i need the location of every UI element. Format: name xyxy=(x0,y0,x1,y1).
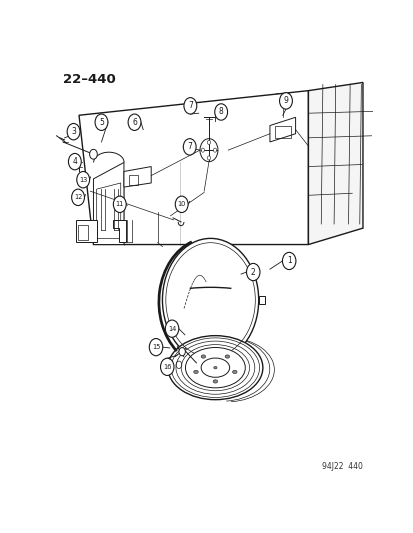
Circle shape xyxy=(207,140,210,144)
Ellipse shape xyxy=(181,345,249,391)
Circle shape xyxy=(175,196,188,213)
Polygon shape xyxy=(79,91,308,245)
Text: 11: 11 xyxy=(115,201,123,207)
Polygon shape xyxy=(96,183,121,238)
Text: 22–440: 22–440 xyxy=(63,73,116,86)
Text: 3: 3 xyxy=(71,127,76,136)
Circle shape xyxy=(113,196,126,213)
Circle shape xyxy=(95,114,108,131)
Circle shape xyxy=(279,93,292,109)
Text: 16: 16 xyxy=(163,364,171,370)
Circle shape xyxy=(83,174,88,180)
Polygon shape xyxy=(269,117,295,142)
Text: 4: 4 xyxy=(72,157,77,166)
Text: 2: 2 xyxy=(250,268,255,277)
Polygon shape xyxy=(93,163,123,245)
Circle shape xyxy=(160,358,173,375)
Ellipse shape xyxy=(168,336,262,400)
Circle shape xyxy=(71,189,84,206)
Ellipse shape xyxy=(213,380,217,383)
Circle shape xyxy=(178,348,185,356)
Text: 7: 7 xyxy=(187,142,192,151)
Circle shape xyxy=(214,104,227,120)
Polygon shape xyxy=(258,296,264,304)
Text: 12: 12 xyxy=(74,195,82,200)
Ellipse shape xyxy=(171,338,259,398)
Text: 9: 9 xyxy=(283,96,288,106)
Circle shape xyxy=(207,156,210,160)
Text: 14: 14 xyxy=(168,326,176,332)
Text: 13: 13 xyxy=(79,177,87,183)
Text: 10: 10 xyxy=(177,201,185,207)
Ellipse shape xyxy=(193,370,198,374)
Ellipse shape xyxy=(201,355,205,358)
Circle shape xyxy=(213,148,216,152)
Circle shape xyxy=(149,338,162,356)
Circle shape xyxy=(183,139,196,155)
Text: 1: 1 xyxy=(286,256,291,265)
Circle shape xyxy=(246,263,259,281)
Polygon shape xyxy=(112,220,125,243)
Circle shape xyxy=(128,114,140,131)
Circle shape xyxy=(201,148,204,152)
Bar xyxy=(128,175,138,185)
Text: 5: 5 xyxy=(99,118,104,127)
Circle shape xyxy=(162,238,258,361)
Polygon shape xyxy=(123,166,151,187)
Ellipse shape xyxy=(201,358,229,377)
Circle shape xyxy=(89,149,97,159)
Text: 7: 7 xyxy=(188,101,192,110)
Circle shape xyxy=(68,154,81,170)
Ellipse shape xyxy=(185,348,245,388)
Ellipse shape xyxy=(232,370,237,374)
Circle shape xyxy=(76,172,89,188)
Polygon shape xyxy=(308,83,362,245)
Text: 6: 6 xyxy=(132,118,137,127)
Circle shape xyxy=(183,98,196,114)
Circle shape xyxy=(282,252,295,270)
Bar xyxy=(76,220,96,243)
Text: 15: 15 xyxy=(152,344,160,350)
Bar xyxy=(274,126,290,138)
Text: 8: 8 xyxy=(218,108,223,117)
Circle shape xyxy=(67,124,80,140)
Bar xyxy=(78,225,88,240)
Ellipse shape xyxy=(225,355,229,358)
Text: 94J22  440: 94J22 440 xyxy=(321,462,362,471)
Circle shape xyxy=(165,320,178,337)
Ellipse shape xyxy=(213,366,216,369)
Ellipse shape xyxy=(176,341,254,394)
